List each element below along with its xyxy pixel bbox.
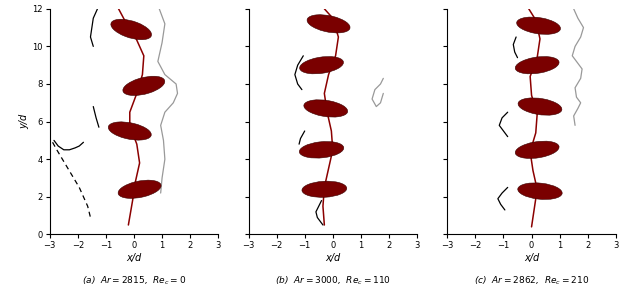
Ellipse shape <box>108 122 151 140</box>
Ellipse shape <box>299 142 344 158</box>
Ellipse shape <box>307 15 350 33</box>
X-axis label: x/d: x/d <box>126 253 142 263</box>
Ellipse shape <box>118 180 161 198</box>
Ellipse shape <box>304 100 348 117</box>
Ellipse shape <box>518 98 562 115</box>
Text: (b)  $Ar = 3000$,  $Re_c = 110$: (b) $Ar = 3000$, $Re_c = 110$ <box>275 275 391 287</box>
Y-axis label: y/d: y/d <box>19 114 29 129</box>
X-axis label: x/d: x/d <box>325 253 340 263</box>
Ellipse shape <box>302 181 346 197</box>
Ellipse shape <box>300 57 343 74</box>
Ellipse shape <box>518 183 562 200</box>
Ellipse shape <box>517 17 560 34</box>
Text: (a)  $Ar = 2815$,  $Re_c = 0$: (a) $Ar = 2815$, $Re_c = 0$ <box>82 275 186 287</box>
Ellipse shape <box>515 57 559 74</box>
X-axis label: x/d: x/d <box>524 253 539 263</box>
Ellipse shape <box>123 76 165 96</box>
Ellipse shape <box>111 19 152 40</box>
Ellipse shape <box>515 141 559 159</box>
Text: (c)  $Ar = 2862$,  $Re_c = 210$: (c) $Ar = 2862$, $Re_c = 210$ <box>474 275 589 287</box>
